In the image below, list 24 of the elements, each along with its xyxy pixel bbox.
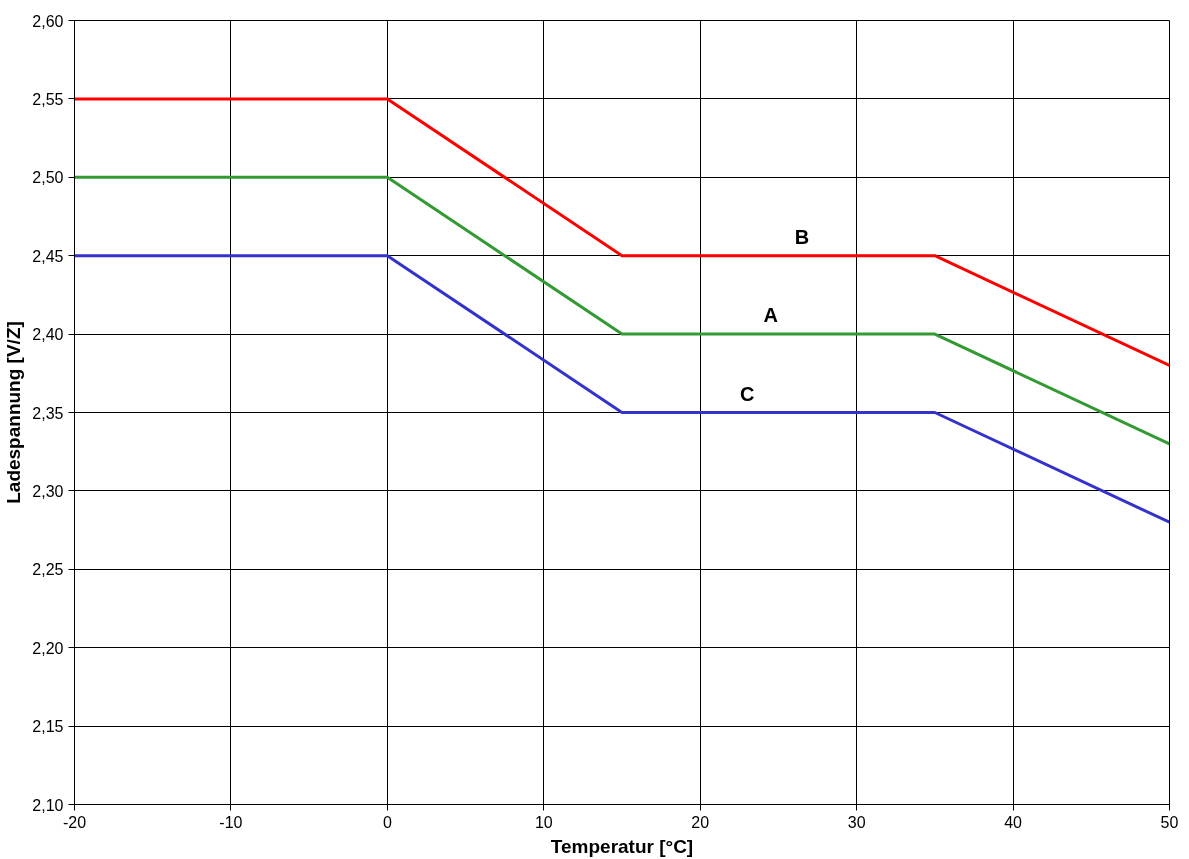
x-tick-label: 0 bbox=[382, 813, 392, 831]
y-axis-title: Ladespannung [V/Z] bbox=[3, 321, 25, 504]
y-tick-label: 2,40 bbox=[32, 326, 64, 344]
y-tick-label: 2,15 bbox=[32, 718, 64, 736]
x-axis-title: Temperatur [°C] bbox=[550, 835, 694, 857]
y-tick-label: 2,55 bbox=[32, 90, 64, 108]
x-tick-label: -20 bbox=[62, 813, 87, 831]
x-tick-label: 40 bbox=[1004, 813, 1023, 831]
y-tick-label: 2,50 bbox=[32, 169, 64, 187]
y-tick-label: 2,45 bbox=[32, 247, 64, 265]
series-label: B bbox=[794, 225, 810, 248]
x-tick-label: -10 bbox=[219, 813, 243, 831]
series-label: C bbox=[739, 382, 755, 405]
x-tick-label: 50 bbox=[1160, 813, 1179, 831]
y-tick-label: 2,25 bbox=[32, 561, 64, 579]
y-tick-label: 2,20 bbox=[32, 639, 64, 657]
x-tick-label: 30 bbox=[847, 813, 866, 831]
x-tick-label: 20 bbox=[691, 813, 710, 831]
series-label: A bbox=[763, 304, 778, 327]
y-tick-label: 2,30 bbox=[32, 482, 64, 500]
y-tick-label: 2,10 bbox=[32, 796, 64, 814]
y-tick-label: 2,35 bbox=[32, 404, 64, 422]
y-tick-label: 2,60 bbox=[32, 12, 64, 30]
x-tick-label: 10 bbox=[534, 813, 553, 831]
